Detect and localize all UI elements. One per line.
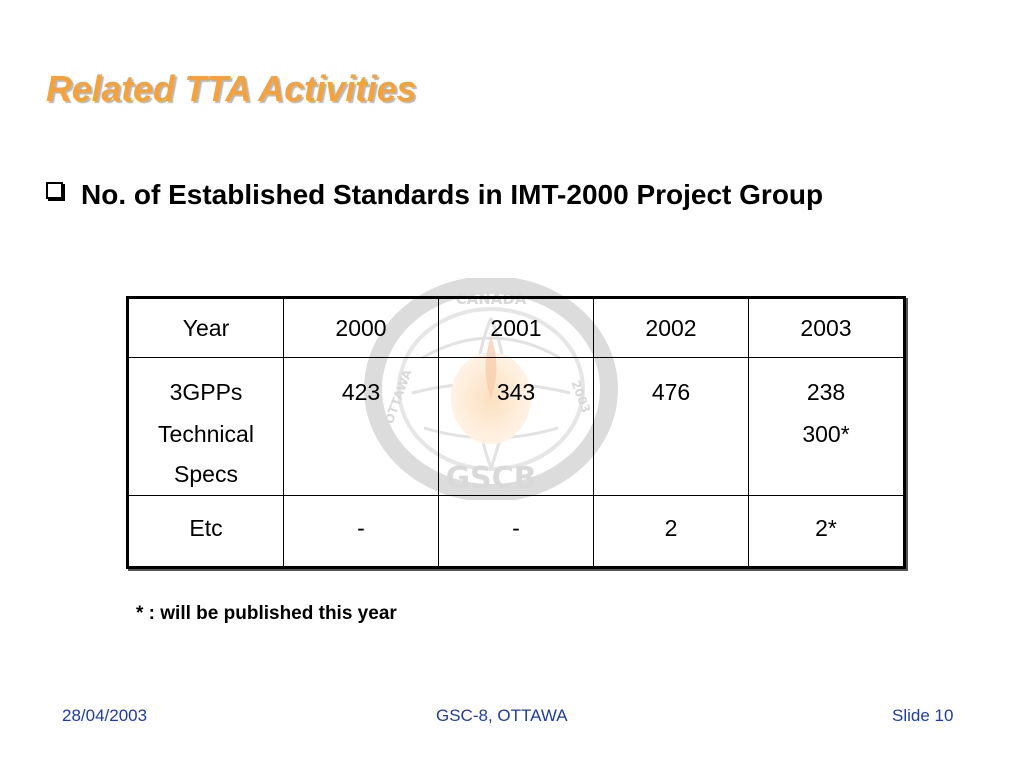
cell-value: 238 — [806, 379, 846, 405]
cell-value: - — [357, 515, 365, 541]
footnote: * : will be published this year — [136, 603, 397, 624]
footer-date: 28/04/2003 — [62, 706, 148, 725]
label-line: Etc — [189, 515, 223, 541]
label-line: Technical — [158, 421, 254, 447]
row-label-etc: Etc — [127, 495, 284, 568]
slide-title: Related TTA Activities — [46, 68, 417, 109]
table-cell: - — [283, 495, 439, 568]
header-cell-2003: 2003 — [748, 297, 905, 358]
row-label-3gpps: 3GPPs Technical Specs — [127, 357, 284, 496]
table-row: 3GPPs Technical Specs 423 343 476 238 30… — [127, 357, 905, 496]
cell-value: 343 — [496, 379, 536, 405]
cell-value: 2 — [664, 515, 678, 541]
header-cell-2002: 2002 — [593, 297, 749, 358]
table-cell: 423 — [283, 357, 439, 496]
label-line: 3GPPs — [169, 379, 243, 405]
cell-value: - — [512, 515, 520, 541]
checkbox-bullet-icon — [46, 182, 63, 199]
standards-table-container: Year 2000 2001 2002 2003 3GPPs Technical… — [126, 296, 906, 569]
table-cell: - — [438, 495, 594, 568]
table-row: Etc - - 2 2* — [127, 495, 905, 568]
table-cell: 343 — [438, 357, 594, 496]
cell-value: 423 — [341, 379, 381, 405]
bullet-point: No. of Established Standards in IMT-2000… — [46, 170, 946, 220]
cell-value: 476 — [651, 379, 691, 405]
label-line: Specs — [174, 461, 238, 487]
footer-event: GSC-8, OTTAWA — [436, 706, 568, 725]
table-cell: 238 300* — [748, 357, 905, 496]
bullet-text: No. of Established Standards in IMT-2000… — [81, 179, 824, 210]
standards-table: Year 2000 2001 2002 2003 3GPPs Technical… — [126, 296, 906, 569]
header-cell-year: Year — [127, 297, 284, 358]
table-cell: 476 — [593, 357, 749, 496]
cell-value: 300* — [802, 421, 850, 447]
table-header-row: Year 2000 2001 2002 2003 — [127, 297, 905, 358]
table-cell: 2* — [748, 495, 905, 568]
header-cell-2001: 2001 — [438, 297, 594, 358]
footer-slide-number: Slide 10 — [892, 706, 954, 725]
cell-value: 2* — [815, 515, 837, 541]
table-cell: 2 — [593, 495, 749, 568]
header-cell-2000: 2000 — [283, 297, 439, 358]
